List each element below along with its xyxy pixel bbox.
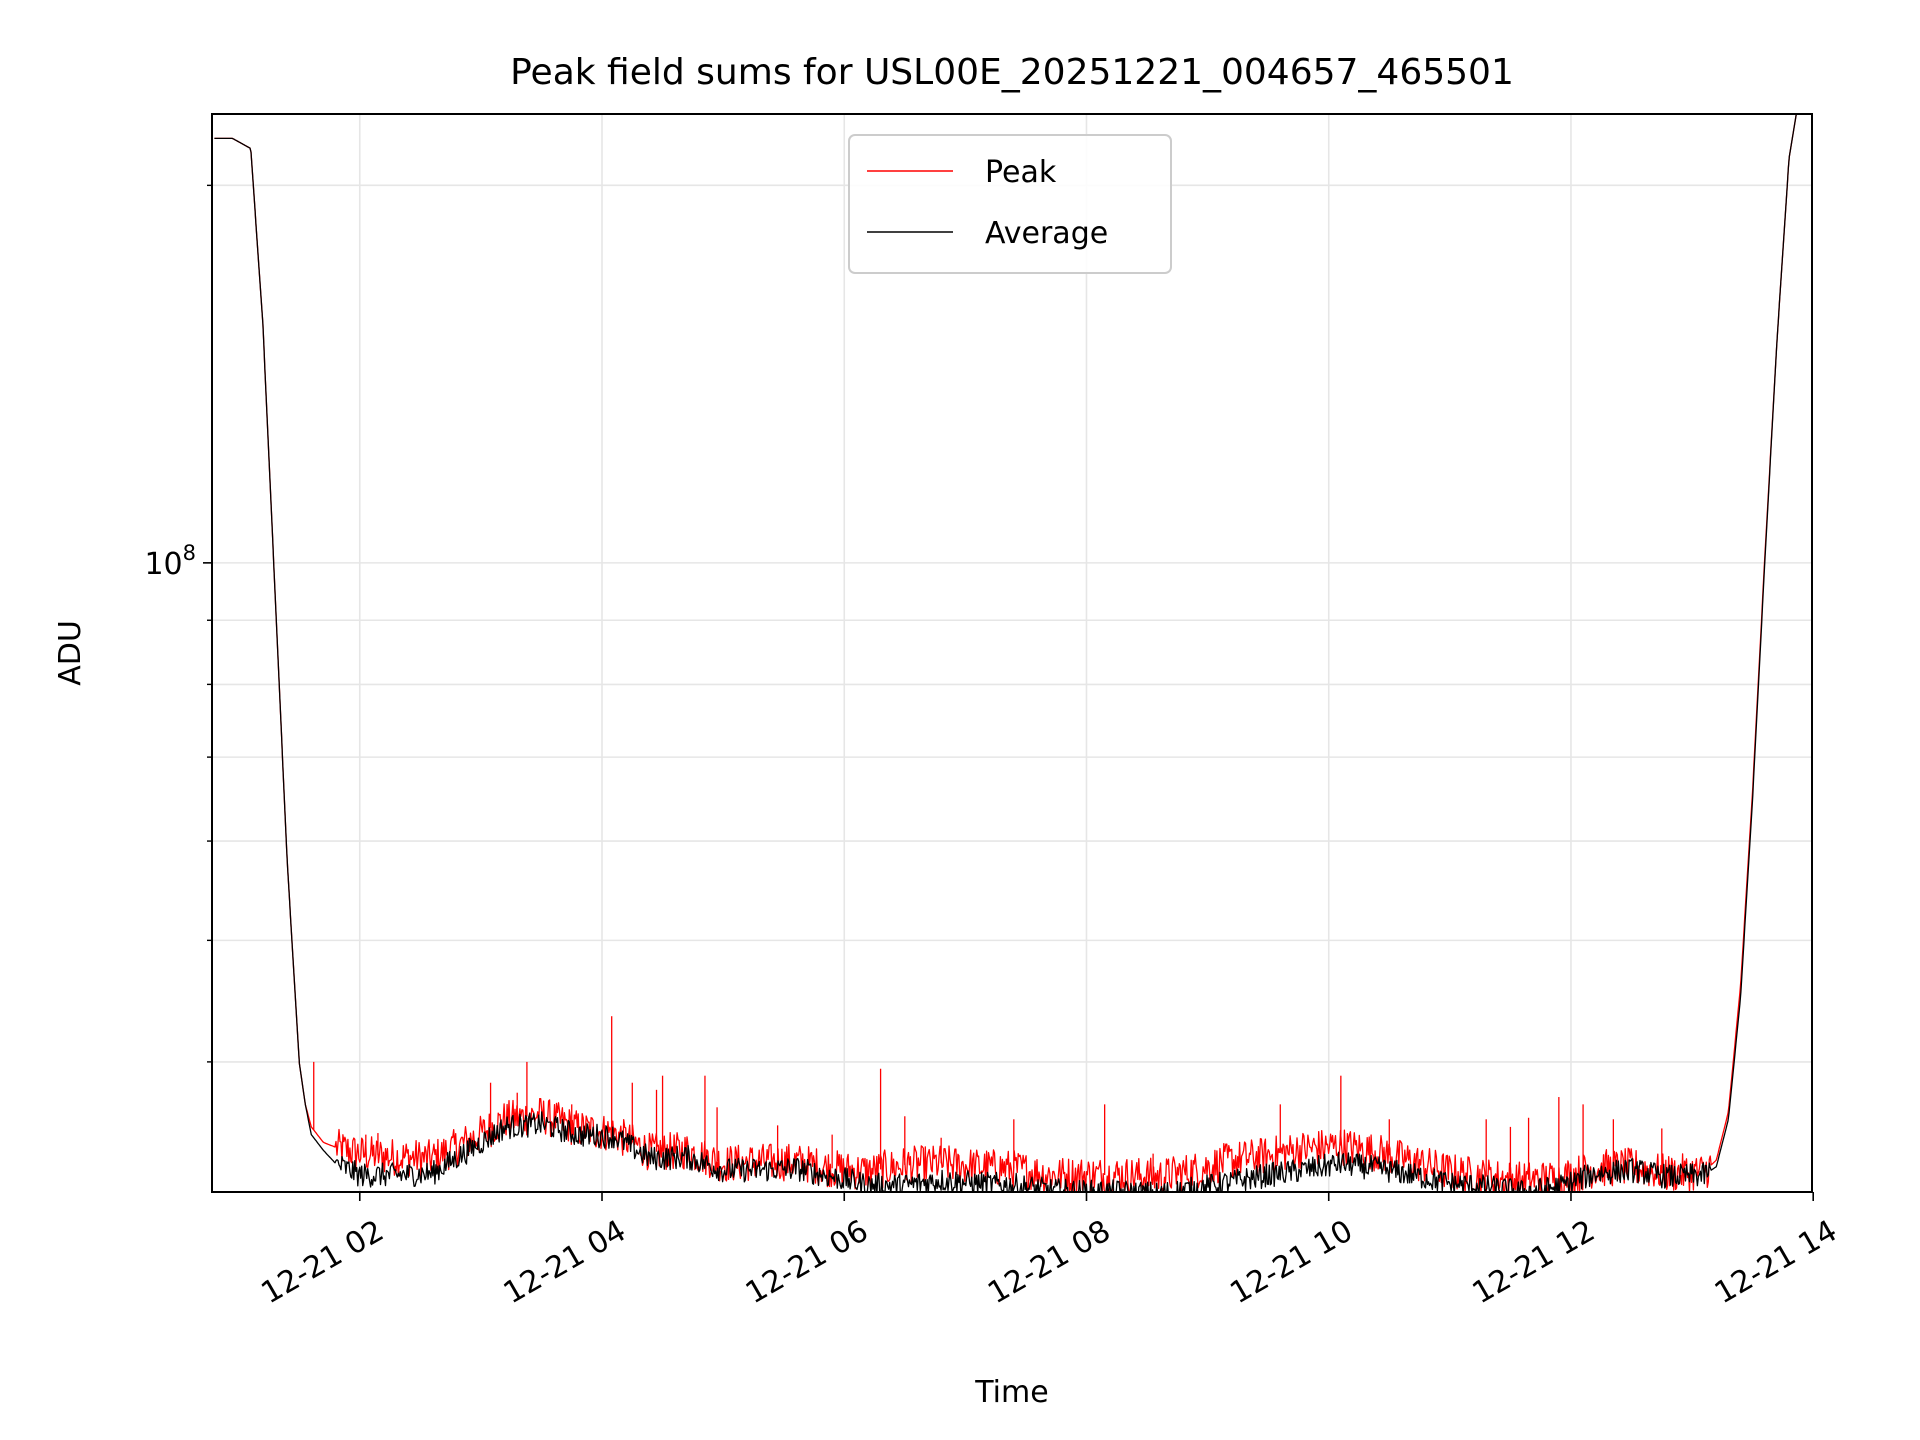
y-tick-label-exponent: 8 bbox=[183, 541, 196, 565]
chart-title: Peak field sums for USL00E_20251221_0046… bbox=[510, 52, 1514, 93]
y-axis-label: ADU bbox=[53, 620, 88, 686]
series-layer bbox=[214, 114, 1797, 1192]
legend-average-label: Average bbox=[985, 216, 1108, 251]
plot-frame bbox=[211, 113, 1813, 1193]
legend-peak-label: Peak bbox=[985, 155, 1057, 190]
x-axis-label: Time bbox=[974, 1375, 1048, 1410]
legend: Peak Average bbox=[848, 134, 1172, 274]
y-tick-label-base: 10 bbox=[144, 547, 182, 582]
y-tick-label: 108 bbox=[144, 541, 196, 582]
average-series-line bbox=[214, 114, 1797, 1192]
grid-lines bbox=[212, 114, 1812, 1192]
legend-box bbox=[848, 134, 1172, 274]
